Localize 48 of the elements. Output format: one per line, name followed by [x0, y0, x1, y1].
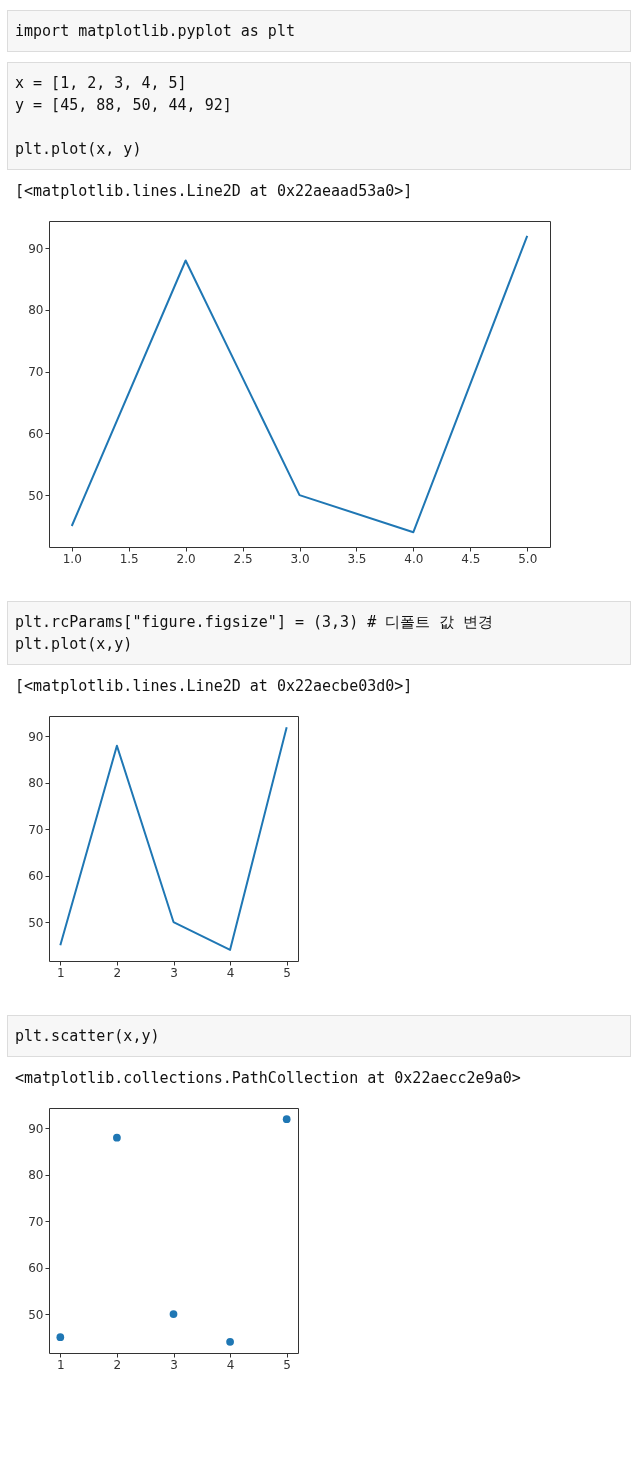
- y-tick-label: 90: [28, 1121, 44, 1136]
- y-tick-label: 90: [28, 241, 44, 256]
- x-tick-label: 2.5: [233, 551, 253, 566]
- line-series: [59, 726, 288, 951]
- x-tick-label: 4: [226, 1357, 235, 1372]
- y-tick-label: 60: [28, 1261, 44, 1276]
- x-tick-label: 3: [170, 1357, 178, 1372]
- point: [113, 1133, 121, 1142]
- y-tick-label: 70: [28, 365, 44, 380]
- y-tick-label: 90: [28, 729, 44, 744]
- point: [226, 1338, 234, 1346]
- point: [282, 1115, 291, 1123]
- x-tick-label: 1.0: [62, 551, 82, 566]
- x-tick-label: 5: [283, 965, 291, 980]
- y-tick-label: 80: [28, 776, 44, 791]
- x-tick-label: 5.0: [518, 551, 538, 566]
- text: [<matplotlib.lines.Line2D at 0x22aeaad53a0>]: [15, 181, 414, 202]
- line-series: [70, 234, 529, 534]
- x-tick-label: 4.0: [404, 551, 424, 566]
- x-tick-label: 1.5: [119, 551, 139, 566]
- y-tick-label: 70: [28, 822, 44, 837]
- x-tick-label: 1: [57, 1357, 65, 1372]
- y-tick-label: 80: [28, 303, 44, 318]
- x-tick-label: 4.5: [461, 551, 481, 566]
- x-tick-label: 5: [283, 1357, 291, 1372]
- x-tick-label: 3.0: [290, 551, 310, 566]
- x-tick-label: 1: [57, 965, 65, 980]
- y-tick-label: 80: [28, 1168, 44, 1183]
- y-tick-label: 60: [28, 869, 44, 884]
- y-tick-label: 60: [28, 426, 44, 441]
- x-tick-label: 4: [226, 965, 235, 980]
- text: x = [1, 2, 3, 4, 5] y = [45, 88, 50, 44, 92] plt.plot(x, y): [15, 74, 232, 158]
- text: <matplotlib.collections.PathCollection at 0x22aecc2e9a0>: [15, 1068, 522, 1089]
- text: [<matplotlib.lines.Line2D at 0x22aecbe03d0>]: [15, 676, 414, 697]
- point: [56, 1333, 65, 1342]
- y-tick-label: 70: [28, 1214, 44, 1229]
- text: plt.rcParams["figure.figsize"] = (3,3) # 디폴트 값 변경 plt.plot(x,y): [7, 601, 631, 665]
- y-tick-label: 50: [28, 1307, 44, 1322]
- x-tick-label: 2.0: [176, 551, 196, 566]
- text: import matplotlib.pyplot as plt: [7, 10, 631, 52]
- x-tick-label: 3.5: [347, 551, 367, 566]
- text: plt.scatter(x,y): [7, 1015, 631, 1057]
- x-tick-label: 2: [113, 965, 122, 980]
- y-tick-label: 50: [28, 488, 44, 503]
- point: [169, 1310, 178, 1318]
- x-tick-label: 3: [170, 965, 178, 980]
- x-tick-label: 2: [113, 1357, 122, 1372]
- y-tick-label: 50: [28, 915, 44, 930]
